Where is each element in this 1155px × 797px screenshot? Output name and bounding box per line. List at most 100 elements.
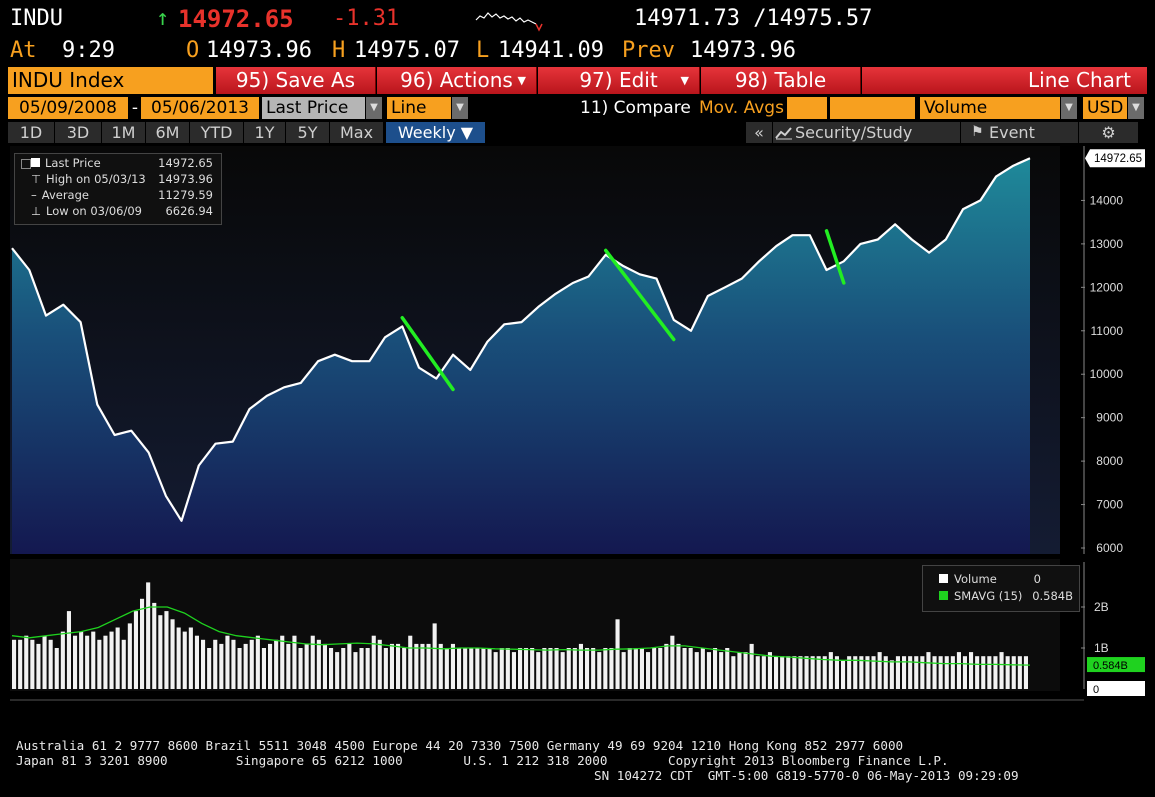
currency-select[interactable]: USD (1083, 97, 1127, 119)
actions-label: 96) Actions (400, 68, 513, 92)
legend-label: High on 05/03/13 (46, 172, 146, 186)
volume-bar (133, 611, 138, 689)
volume-bar (767, 652, 772, 689)
volume-bar (554, 648, 559, 689)
edit-label: 97) Edit (579, 68, 658, 92)
volume-bar (48, 639, 53, 689)
tab-3d[interactable]: 3D (55, 122, 102, 143)
tab-ytd[interactable]: YTD (190, 122, 244, 143)
tab-1y[interactable]: 1Y (244, 122, 286, 143)
tab-1m[interactable]: 1M (102, 122, 146, 143)
volume-bar (426, 643, 431, 689)
volume-bar (493, 652, 498, 689)
at-label: At (10, 38, 37, 63)
volume-bar (152, 602, 157, 689)
chevron-down-icon[interactable]: ▼ (366, 97, 382, 119)
price-chart[interactable]: 6000 7000 8000 9000 10000 11000 12000 13000 1400… (0, 144, 1155, 714)
tab-6m[interactable]: 6M (146, 122, 190, 143)
start-date-field[interactable]: 05/09/2008 (8, 97, 128, 119)
volume-bar (255, 635, 260, 689)
high-marker-icon: ⊤ (31, 172, 42, 186)
volume-bar (24, 635, 29, 689)
up-arrow-icon: ↑ (156, 6, 170, 31)
frequency-select[interactable]: Weekly ▼ (386, 122, 486, 143)
compare-button[interactable]: 11) Compare (580, 98, 691, 118)
edit-menu-button[interactable]: 97) Edit ▼ (538, 67, 700, 94)
price-line (11, 157, 1031, 522)
field-select[interactable]: Last Price (262, 97, 365, 119)
y-tick-label: 14000 (1090, 193, 1124, 207)
volume-bar (706, 652, 711, 689)
mov-avg-field-2[interactable] (830, 97, 915, 119)
volume-bar (207, 648, 212, 689)
volume-bar (158, 615, 163, 689)
volume-bar (530, 648, 535, 689)
volume-bar (396, 643, 401, 689)
volume-bar (969, 652, 974, 689)
security-study-label: Security/Study (795, 123, 913, 142)
collapse-box-icon[interactable] (21, 159, 31, 169)
y-tick-label: 6000 (1096, 541, 1123, 555)
chart-type-select[interactable]: Line (387, 97, 451, 119)
volume-bar (621, 652, 626, 689)
actions-menu-button[interactable]: 96) Actions ▼ (377, 67, 537, 94)
volume-bar (731, 656, 736, 689)
volume-bar (310, 635, 315, 689)
zero-tag-label: 0 (1093, 684, 1099, 696)
volume-bar (103, 635, 108, 689)
volume-bar (353, 652, 358, 689)
volume-bar (615, 619, 620, 689)
smavg-tag-label: 0.584B (1093, 660, 1128, 672)
volume-bar (188, 627, 193, 689)
volume-bar (97, 639, 102, 689)
mov-avg-field-1[interactable] (787, 97, 827, 119)
footer-contacts-1: Australia 61 2 9777 8600 Brazil 5511 304… (16, 738, 904, 753)
volume-bar (444, 648, 449, 689)
volume-bar (487, 648, 492, 689)
legend-value: 6626.94 (165, 204, 213, 218)
smavg-tag (1087, 657, 1145, 673)
end-date-field[interactable]: 05/06/2013 (141, 97, 259, 119)
save-as-button[interactable]: 95) Save As (216, 67, 376, 94)
volume-bar (66, 611, 71, 689)
volume-bar (932, 656, 937, 689)
volume-bar (981, 656, 986, 689)
security-name-field[interactable]: INDU Index (8, 67, 213, 94)
collapse-button[interactable]: « (745, 122, 772, 143)
date-range-dash: - (131, 98, 139, 118)
chevron-down-icon[interactable]: ▼ (452, 97, 468, 119)
volume-bar (109, 631, 114, 689)
tab-1d[interactable]: 1D (8, 122, 55, 143)
event-button[interactable]: ⚑ Event (960, 122, 1078, 143)
volume-bar (30, 639, 35, 689)
security-study-button[interactable]: Security/Study (772, 122, 960, 143)
volume-bar (286, 643, 291, 689)
volume-bar (828, 652, 833, 689)
tab-5y[interactable]: 5Y (286, 122, 330, 143)
volume-bar (578, 643, 583, 689)
chevron-down-icon[interactable]: ▼ (1061, 97, 1077, 119)
volume-bar (700, 648, 705, 689)
volume-bar (371, 635, 376, 689)
volume-bar (408, 635, 413, 689)
legend-label: SMAVG (15) (954, 589, 1023, 603)
volume-bar (743, 652, 748, 689)
volume-bar (761, 656, 766, 689)
volume-bar (944, 656, 949, 689)
volume-bar (505, 648, 510, 689)
gear-icon[interactable]: ⚙ (1078, 122, 1138, 143)
white-swatch-icon (31, 158, 40, 167)
volume-bar (36, 643, 41, 689)
time-x-axis: 200820092010201120122013 (10, 699, 1084, 701)
table-button[interactable]: 98) Table (701, 67, 861, 94)
legend-label: Average (41, 188, 89, 202)
tab-max[interactable]: Max (330, 122, 384, 143)
chevron-down-icon[interactable]: ▼ (1128, 97, 1144, 119)
net-change: -1.31 (333, 6, 400, 31)
volume-select[interactable]: Volume (920, 97, 1060, 119)
volume-bar (658, 648, 663, 689)
volume-bar (688, 648, 693, 689)
volume-bar (889, 660, 894, 689)
volume-bar (261, 648, 266, 689)
open-label: O (186, 38, 200, 63)
